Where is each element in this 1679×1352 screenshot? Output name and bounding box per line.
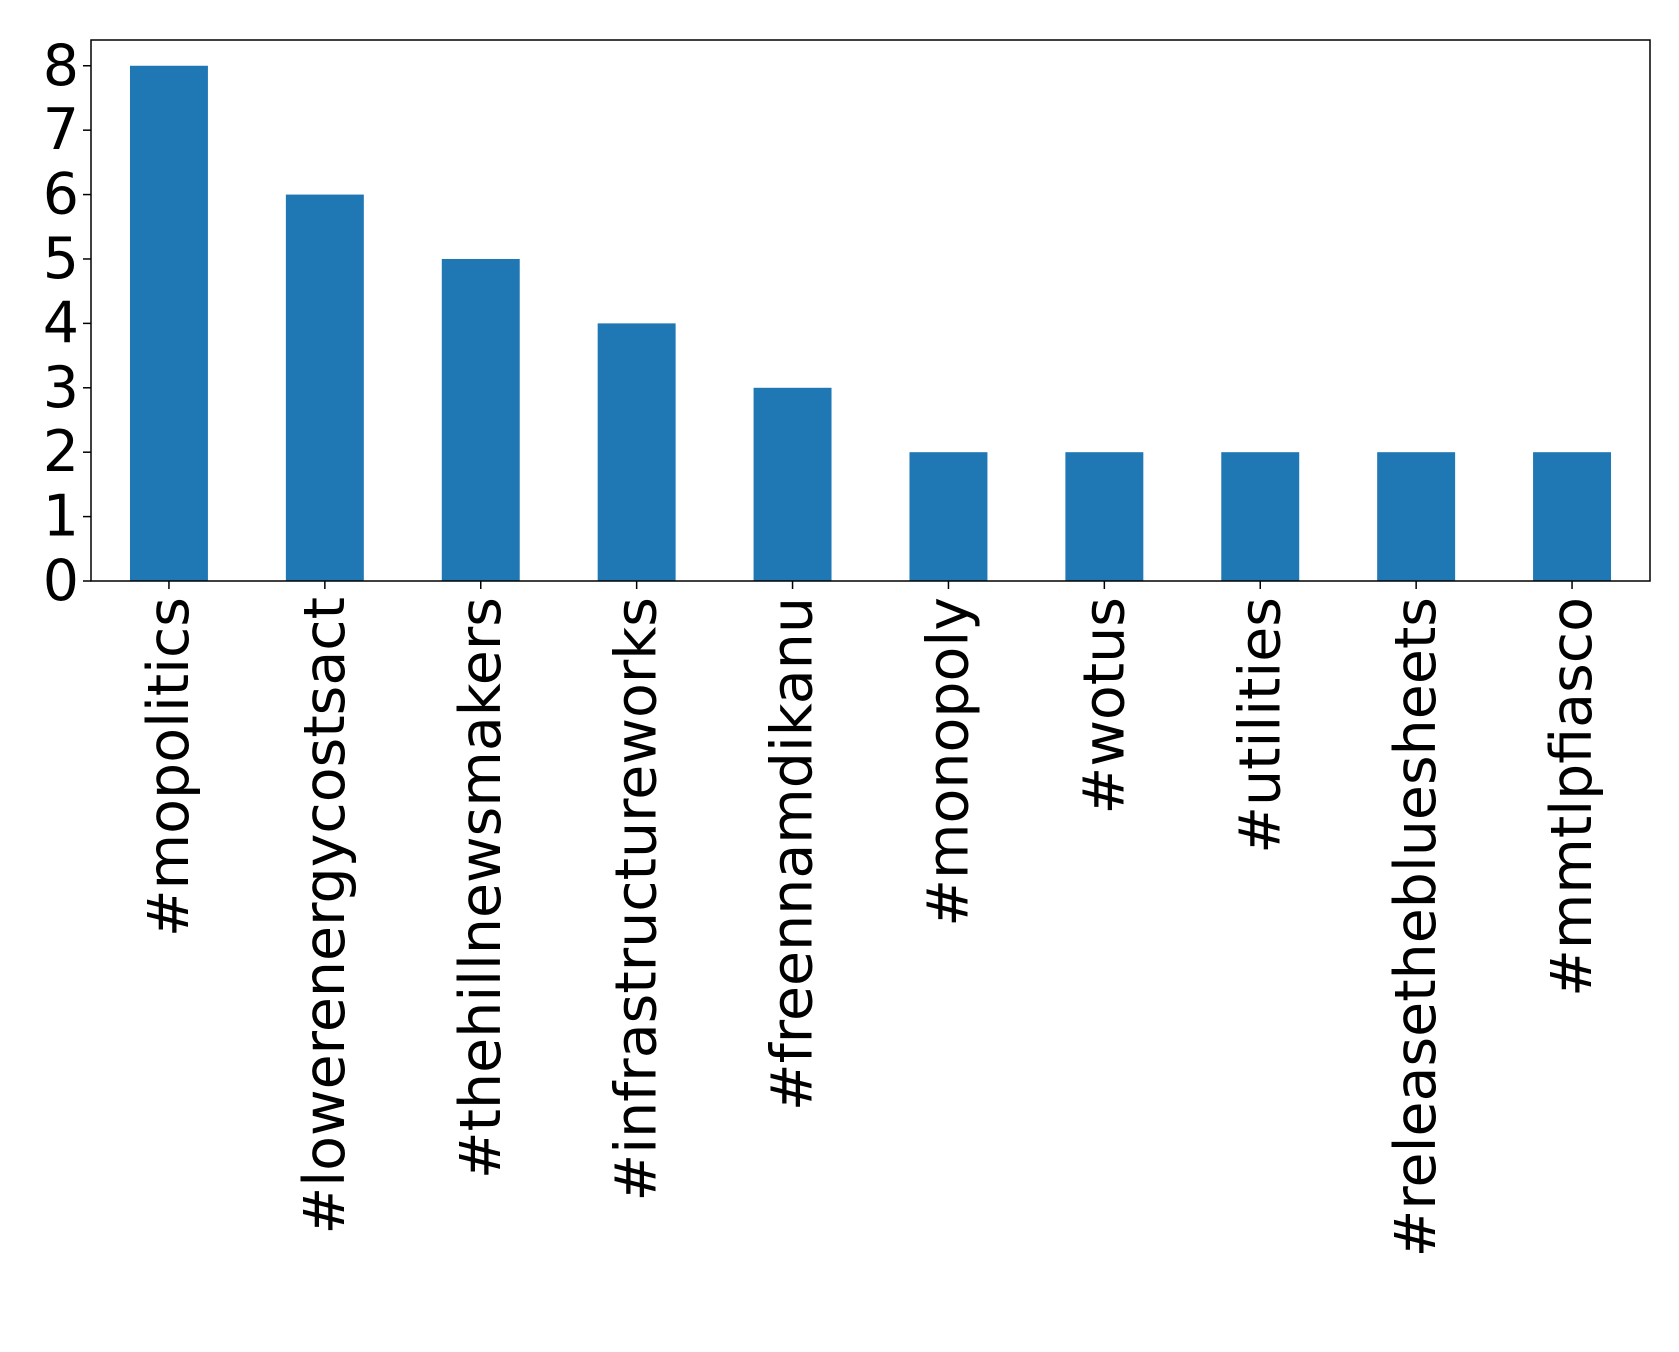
x-tick-label: #mmtlpfiasco	[1539, 597, 1605, 997]
x-tick-label: #monopoly	[915, 597, 981, 927]
bar	[129, 65, 208, 581]
x-tick-label: #thehillnewsmakers	[448, 597, 514, 1179]
y-tick-label: 2	[43, 419, 79, 485]
x-tick-label: #releasethebluesheets	[1383, 597, 1449, 1257]
y-tick-label: 5	[43, 226, 79, 292]
bar	[1065, 452, 1144, 581]
y-tick-label: 6	[43, 162, 79, 228]
bar	[597, 323, 676, 581]
x-tick-label: #utilities	[1227, 597, 1293, 854]
y-tick-label: 4	[43, 290, 79, 356]
y-tick-label: 1	[43, 484, 79, 550]
x-axis: #mopolitics #lowerenergycostsact #thehilln…	[136, 581, 1605, 1257]
y-tick-label: 3	[43, 355, 79, 421]
bars-layer	[129, 65, 1612, 582]
x-tick-label: #infrastructureworks	[604, 597, 670, 1201]
x-tick-label: #freennamdikanu	[760, 597, 826, 1111]
bar	[753, 387, 832, 581]
bar	[1377, 452, 1456, 581]
x-tick-label: #lowerenergycostsact	[292, 597, 358, 1235]
plot-frame	[90, 39, 1651, 582]
bar	[285, 194, 364, 582]
bar	[909, 452, 988, 581]
bar	[1221, 452, 1300, 581]
y-tick-label: 0	[43, 548, 79, 614]
x-tick-label: #wotus	[1071, 597, 1137, 814]
y-tick-label: 8	[43, 33, 79, 99]
bar	[441, 258, 520, 581]
bar	[1533, 452, 1612, 581]
y-tick-label: 7	[43, 97, 79, 163]
x-tick-label: #mopolitics	[136, 597, 202, 937]
